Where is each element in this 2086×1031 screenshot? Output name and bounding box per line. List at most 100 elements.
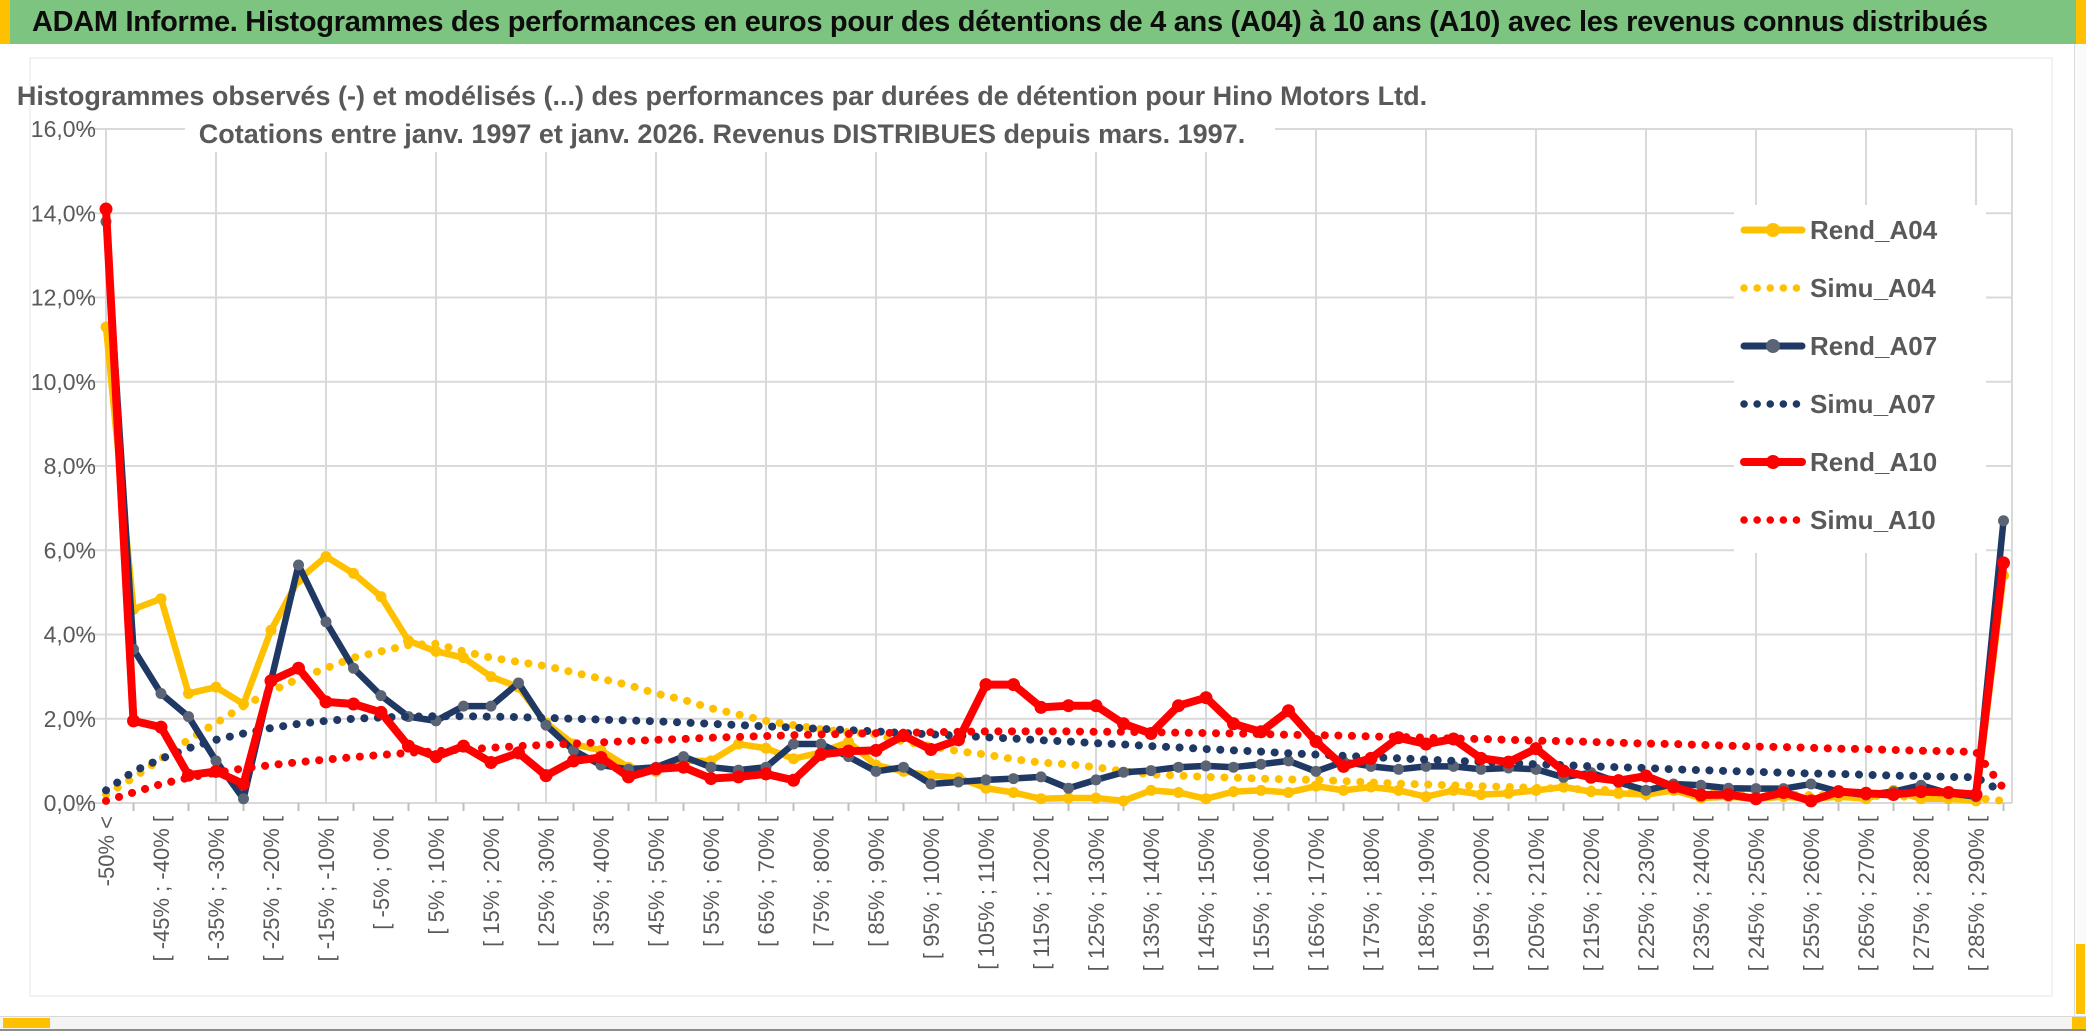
series-marker-Rend_A07 — [568, 744, 579, 756]
legend-label: Simu_A10 — [1810, 505, 1936, 535]
series-marker-Rend_A10 — [677, 760, 690, 774]
series-marker-Rend_A10 — [1942, 785, 1955, 799]
series-marker-Rend_A04 — [210, 681, 222, 693]
x-axis-label: [ 25% ; 30% [ — [534, 816, 559, 947]
series-marker-Rend_A04 — [843, 736, 854, 748]
x-axis-label: [ 225% ; 230% [ — [1634, 816, 1659, 971]
series-marker-Rend_A07 — [1475, 763, 1487, 775]
legend-item-Simu_A04[interactable]: Simu_A04 — [1740, 273, 1936, 303]
series-marker-Rend_A07 — [1420, 760, 1432, 772]
series-marker-Rend_A07 — [375, 690, 387, 702]
horizontal-scrollbar[interactable] — [0, 1016, 2086, 1031]
legend-label: Simu_A07 — [1810, 389, 1936, 419]
series-marker-Rend_A04 — [320, 551, 332, 563]
series-marker-Rend_A07 — [210, 755, 222, 767]
series-marker-Rend_A07 — [1063, 782, 1074, 794]
x-axis-label: [ -5% ; 0% [ — [369, 816, 394, 930]
series-marker-Rend_A10 — [814, 748, 828, 762]
series-marker-Rend_A07 — [458, 700, 469, 712]
x-axis-label: [ 285% ; 290% [ — [1964, 816, 1989, 971]
series-marker-Rend_A10 — [1007, 678, 1020, 692]
series-marker-Rend_A10 — [1337, 759, 1350, 773]
x-axis-label: [ 265% ; 270% [ — [1854, 816, 1879, 971]
report-header-title: ADAM Informe. Histogrammes des performan… — [32, 5, 1988, 38]
x-axis-label: [ 35% ; 40% [ — [589, 816, 614, 947]
legend-item-Simu_A10[interactable]: Simu_A10 — [1740, 505, 1936, 535]
vertical-scrollbar-thumb[interactable] — [2076, 944, 2085, 1014]
x-axis-label: [ 155% ; 160% [ — [1249, 816, 1274, 971]
series-marker-Rend_A10 — [567, 754, 580, 768]
series-marker-Rend_A10 — [1034, 700, 1048, 714]
series-marker-Rend_A10 — [1227, 717, 1240, 731]
series-marker-Rend_A07 — [980, 774, 992, 786]
series-marker-Rend_A07 — [1750, 783, 1762, 795]
series-marker-Rend_A04 — [1228, 786, 1239, 798]
series-marker-Rend_A10 — [869, 743, 883, 757]
x-axis-label: [ -45% ; -40% [ — [149, 816, 174, 962]
y-axis-label: 4,0% — [44, 622, 96, 648]
legend-background — [1734, 205, 1986, 553]
series-marker-Rend_A10 — [1584, 770, 1598, 784]
legend-item-Rend_A04[interactable]: Rend_A04 — [1740, 215, 1938, 245]
chart-title-line2: Cotations entre janv. 1997 et janv. 2026… — [199, 119, 1245, 149]
y-axis-label: 14,0% — [31, 200, 96, 226]
series-line-Simu_A07 — [102, 712, 2008, 797]
x-axis-label: [ -15% ; -10% [ — [314, 816, 339, 962]
series-marker-Rend_A10 — [1474, 751, 1488, 765]
legend-label: Rend_A07 — [1810, 331, 1937, 361]
x-axis-label: [ 15% ; 20% [ — [479, 816, 504, 947]
series-marker-Rend_A10 — [594, 751, 608, 765]
series-marker-Rend_A07 — [485, 700, 497, 712]
series-marker-Rend_A07 — [238, 793, 249, 805]
series-marker-Rend_A07 — [815, 738, 827, 750]
series-marker-Rend_A07 — [925, 778, 937, 790]
x-axis-label: [ 105% ; 110% [ — [974, 816, 999, 970]
series-marker-Rend_A07 — [1035, 771, 1047, 783]
series-marker-Rend_A10 — [1502, 755, 1515, 769]
series-marker-Rend_A10 — [154, 720, 168, 734]
x-axis-label: [ 125% ; 130% [ — [1084, 816, 1109, 971]
x-axis-label: [ 75% ; 80% [ — [809, 816, 834, 947]
series-marker-Rend_A07 — [705, 761, 717, 773]
x-axis-label: [ 275% ; 280% [ — [1909, 816, 1934, 971]
series-marker-Rend_A10 — [787, 773, 800, 787]
y-axis-label: 0,0% — [44, 790, 96, 816]
window-left-edge-accent — [0, 0, 10, 44]
series-marker-Rend_A07 — [540, 719, 552, 731]
series-marker-Rend_A10 — [319, 695, 333, 709]
scrollbar-corner[interactable] — [2072, 1017, 2086, 1029]
series-marker-Rend_A07 — [1805, 778, 1817, 790]
x-axis-label: [ 85% ; 90% [ — [864, 816, 889, 947]
series-marker-Rend_A10 — [292, 661, 305, 675]
vertical-scrollbar[interactable] — [2074, 44, 2086, 1016]
report-header: ADAM Informe. Histogrammes des performan… — [10, 0, 2076, 44]
x-axis-label: [ -35% ; -30% [ — [204, 816, 229, 962]
series-marker-Rend_A07 — [953, 776, 964, 788]
series-marker-Rend_A07 — [870, 765, 882, 777]
series-marker-Rend_A04 — [155, 593, 167, 605]
series-marker-Rend_A07 — [1118, 766, 1129, 778]
series-marker-Rend_A04 — [733, 738, 744, 750]
series-marker-Rend_A07 — [513, 677, 524, 689]
series-marker-Rend_A07 — [320, 616, 332, 628]
series-line-Rend_A07 — [102, 218, 2007, 803]
series-marker-Rend_A04 — [1063, 792, 1074, 804]
horizontal-scrollbar-thumb[interactable] — [3, 1018, 50, 1028]
series-marker-Rend_A07 — [898, 761, 909, 773]
series-marker-Rend_A10 — [1612, 774, 1625, 788]
legend-item-Simu_A07[interactable]: Simu_A07 — [1740, 389, 1936, 419]
legend-item-Rend_A10[interactable]: Rend_A10 — [1740, 447, 1937, 477]
series-marker-Rend_A10 — [1364, 751, 1378, 765]
series-marker-Rend_A10 — [1887, 788, 1900, 802]
series-marker-Rend_A04 — [980, 782, 992, 794]
series-marker-Rend_A10 — [1557, 764, 1570, 778]
y-axis-label: 2,0% — [44, 706, 96, 732]
series-marker-Rend_A07 — [293, 559, 304, 571]
series-marker-Rend_A07 — [788, 738, 799, 750]
series-marker-Rend_A07 — [348, 662, 359, 674]
series-marker-Rend_A10 — [1749, 792, 1763, 806]
legend-swatch-marker — [1766, 455, 1780, 469]
legend-item-Rend_A07[interactable]: Rend_A07 — [1740, 331, 1937, 361]
series-marker-Rend_A10 — [1447, 732, 1460, 746]
